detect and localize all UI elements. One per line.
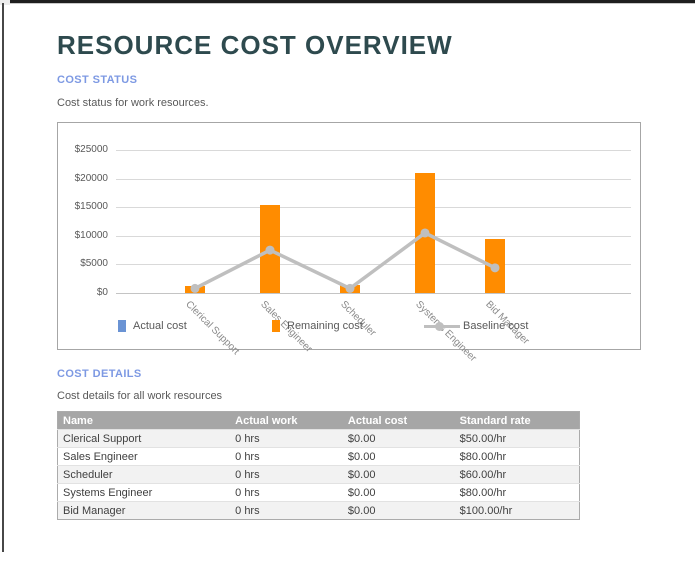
cost-details-heading: COST DETAILS — [57, 368, 641, 380]
table-cell: Clerical Support — [58, 430, 231, 448]
legend-swatch-icon — [272, 320, 280, 332]
legend-label: Remaining cost — [287, 320, 363, 332]
table-cell: 0 hrs — [230, 484, 343, 502]
window-left-edge — [2, 3, 4, 552]
window-top-edge — [0, 0, 695, 4]
column-header: Actual cost — [343, 412, 455, 430]
column-header: Standard rate — [455, 412, 580, 430]
table-cell: 0 hrs — [230, 466, 343, 484]
legend-swatch-icon — [118, 320, 126, 332]
legend-item-baseline-cost: Baseline cost — [424, 320, 528, 332]
table-row: Scheduler0 hrs$0.00$60.00/hr — [58, 466, 580, 484]
baseline-cost-marker — [421, 228, 430, 237]
cost-status-heading: COST STATUS — [57, 74, 641, 86]
table-cell: Systems Engineer — [58, 484, 231, 502]
table-cell: 0 hrs — [230, 502, 343, 520]
legend-item-actual-cost: Actual cost — [118, 320, 187, 332]
table-cell: $0.00 — [343, 466, 455, 484]
table-cell: $80.00/hr — [455, 448, 580, 466]
table-cell: $60.00/hr — [455, 466, 580, 484]
table-cell: $0.00 — [343, 484, 455, 502]
table-row: Sales Engineer0 hrs$0.00$80.00/hr — [58, 448, 580, 466]
table-cell: Scheduler — [58, 466, 231, 484]
table-cell: $0.00 — [343, 502, 455, 520]
table-cell: Sales Engineer — [58, 448, 231, 466]
table-cell: $100.00/hr — [455, 502, 580, 520]
table-row: Clerical Support0 hrs$0.00$50.00/hr — [58, 430, 580, 448]
legend-line-marker-icon — [424, 320, 460, 332]
cost-details-table: NameActual workActual costStandard rate … — [57, 411, 580, 520]
table-body: Clerical Support0 hrs$0.00$50.00/hrSales… — [58, 430, 580, 520]
table-header: NameActual workActual costStandard rate — [58, 412, 580, 430]
page-title: RESOURCE COST OVERVIEW — [57, 31, 641, 59]
table-cell: Bid Manager — [58, 502, 231, 520]
cost-status-description: Cost status for work resources. — [57, 97, 641, 109]
baseline-cost-marker — [491, 263, 500, 272]
column-header: Actual work — [230, 412, 343, 430]
table-cell: $50.00/hr — [455, 430, 580, 448]
baseline-cost-marker — [266, 246, 275, 255]
legend-dot-icon — [435, 322, 444, 331]
legend-label: Baseline cost — [463, 320, 528, 332]
table-cell: 0 hrs — [230, 448, 343, 466]
cost-details-description: Cost details for all work resources — [57, 390, 641, 402]
baseline-cost-polyline — [195, 233, 495, 288]
table-cell: $80.00/hr — [455, 484, 580, 502]
baseline-cost-marker — [346, 284, 355, 293]
legend-label: Actual cost — [133, 320, 187, 332]
baseline-cost-marker — [191, 284, 200, 293]
column-header: Name — [58, 412, 231, 430]
cost-status-chart: $0$5000$10000$15000$20000$25000Clerical … — [57, 122, 641, 350]
report-content: RESOURCE COST OVERVIEW COST STATUS Cost … — [57, 31, 641, 520]
table-cell: 0 hrs — [230, 430, 343, 448]
table-row: Bid Manager0 hrs$0.00$100.00/hr — [58, 502, 580, 520]
report-page: RESOURCE COST OVERVIEW COST STATUS Cost … — [0, 0, 695, 564]
table-header-row: NameActual workActual costStandard rate — [58, 412, 580, 430]
table-cell: $0.00 — [343, 448, 455, 466]
legend-item-remaining-cost: Remaining cost — [272, 320, 363, 332]
table-row: Systems Engineer0 hrs$0.00$80.00/hr — [58, 484, 580, 502]
table-cell: $0.00 — [343, 430, 455, 448]
